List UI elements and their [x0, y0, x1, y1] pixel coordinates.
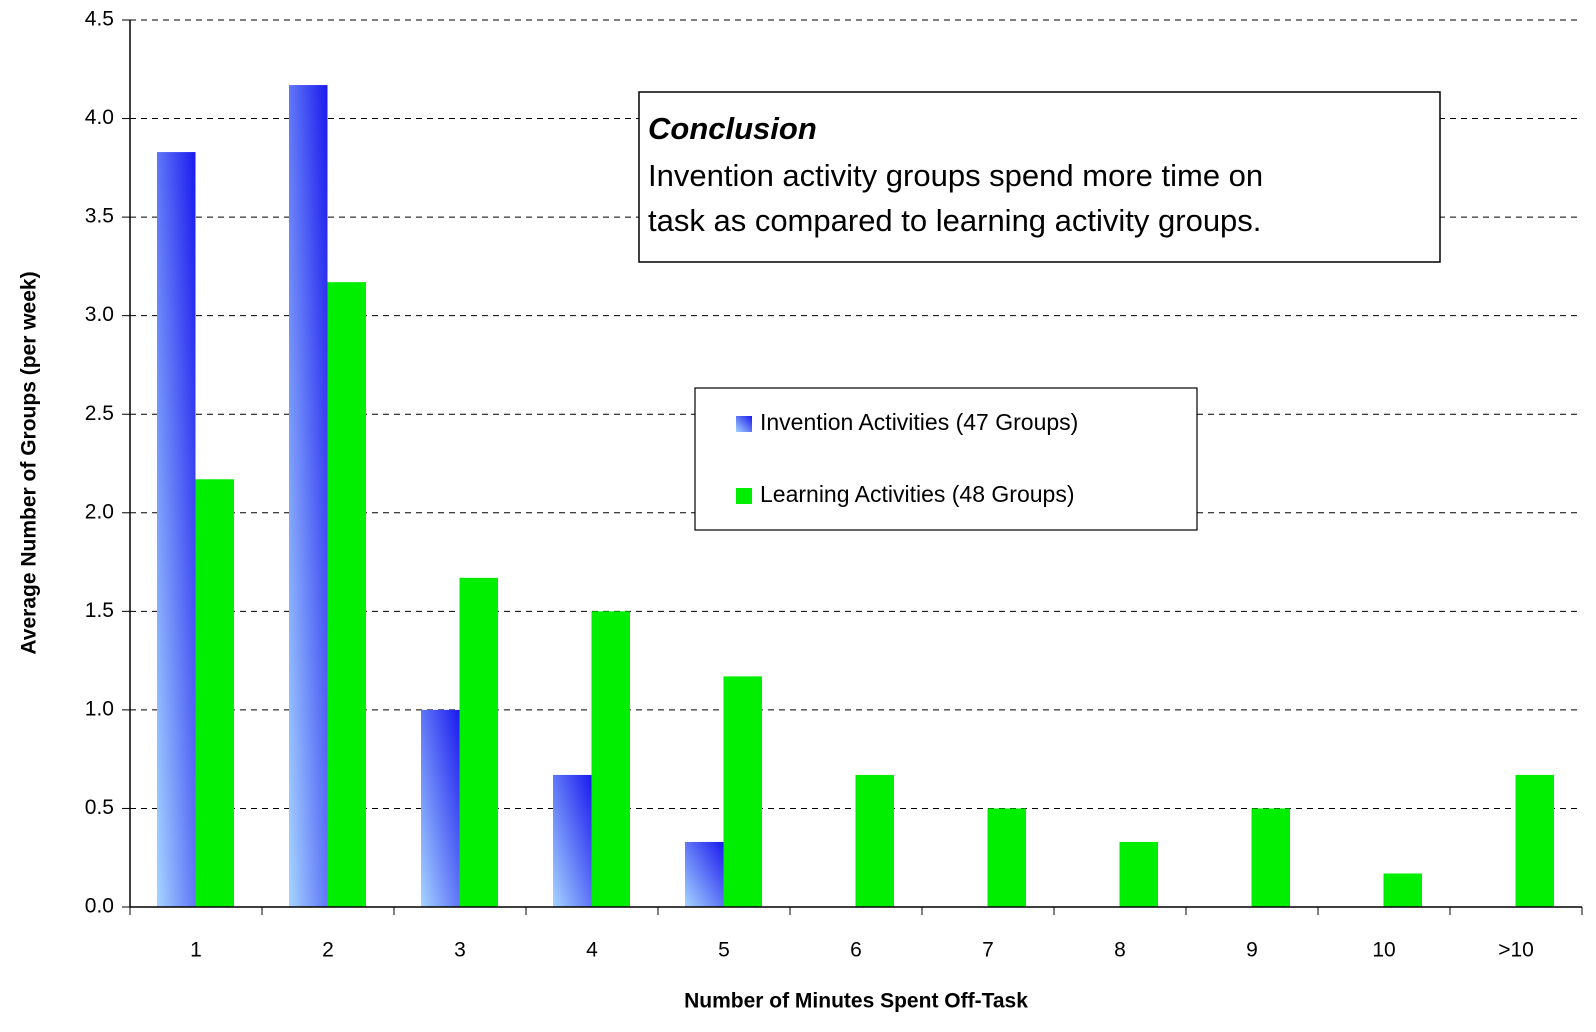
bar — [553, 774, 592, 907]
annotation-line: task as compared to learning activity gr… — [648, 203, 1261, 238]
x-tick-label: 9 — [1246, 939, 1258, 962]
bar — [1119, 841, 1158, 907]
y-tick-label: 0.0 — [85, 895, 114, 918]
annotation-title: Conclusion — [648, 111, 817, 146]
bar — [1383, 873, 1422, 907]
bar — [855, 774, 894, 907]
x-tick-label: 3 — [454, 939, 466, 962]
bar — [987, 808, 1026, 907]
x-tick-label: 8 — [1114, 939, 1126, 962]
legend-label: Invention Activities (47 Groups) — [760, 409, 1078, 435]
bar — [591, 611, 630, 907]
bar — [157, 152, 196, 907]
y-tick-label: 3.5 — [85, 205, 114, 228]
y-tick-label: 3.0 — [85, 303, 114, 326]
x-tick-label: 10 — [1372, 939, 1395, 962]
x-tick-label: 6 — [850, 939, 862, 962]
legend-box — [694, 387, 1198, 531]
bar — [685, 841, 724, 907]
legend-swatch — [736, 488, 752, 504]
y-tick-label: 1.0 — [85, 697, 114, 720]
bar — [723, 676, 762, 907]
y-tick-label: 2.0 — [85, 500, 114, 523]
y-axis-title: Average Number of Groups (per week) — [18, 271, 41, 654]
y-tick-label: 4.0 — [85, 106, 114, 129]
bar — [289, 85, 328, 907]
x-tick-label: 1 — [190, 939, 202, 962]
x-tick-label: 2 — [322, 939, 334, 962]
bar — [1251, 808, 1290, 907]
legend-swatch — [736, 416, 752, 432]
bar — [195, 479, 234, 907]
y-tick-label: 1.5 — [85, 599, 114, 622]
bar — [327, 282, 366, 907]
y-tick-label: 0.5 — [85, 796, 114, 819]
bar — [459, 577, 498, 907]
x-axis-title: Number of Minutes Spent Off-Task — [684, 990, 1028, 1013]
y-tick-label: 2.5 — [85, 402, 114, 425]
x-tick-label: 4 — [586, 939, 598, 962]
x-tick-label: 7 — [982, 939, 994, 962]
x-tick-label: 5 — [718, 939, 730, 962]
y-tick-label: 4.5 — [85, 8, 114, 31]
annotation-box — [638, 91, 1441, 263]
x-tick-label: >10 — [1498, 939, 1534, 962]
legend-label: Learning Activities (48 Groups) — [760, 481, 1075, 507]
bar — [421, 709, 460, 907]
bar — [1515, 774, 1554, 907]
annotation-line: Invention activity groups spend more tim… — [648, 158, 1263, 193]
